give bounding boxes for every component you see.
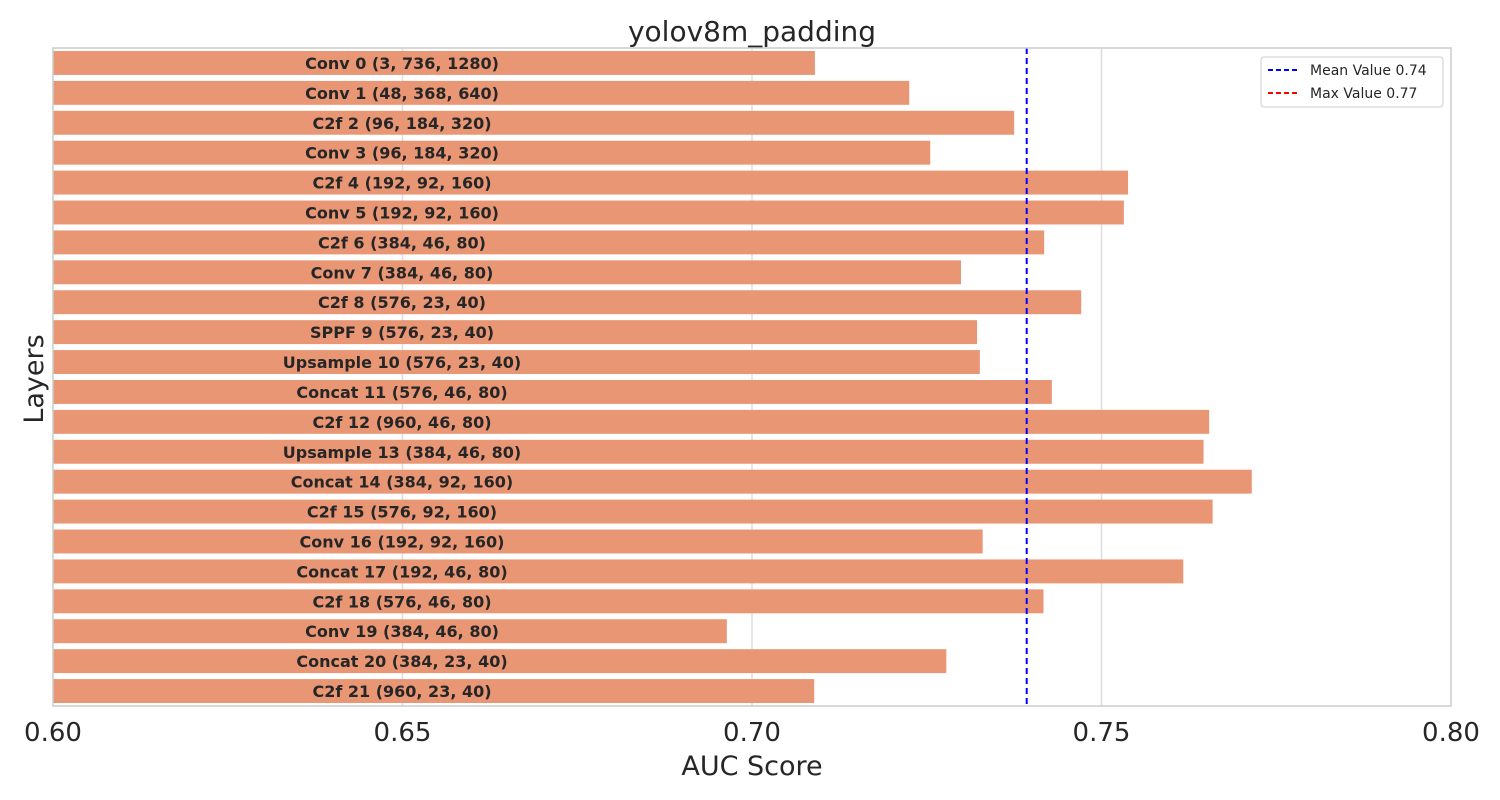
bar xyxy=(53,529,983,554)
plot-frame xyxy=(52,47,1452,707)
bar-label: C2f 12 (960, 46, 80) xyxy=(312,413,491,432)
bar-label: Concat 20 (384, 23, 40) xyxy=(296,652,507,671)
bar xyxy=(53,409,1210,434)
bar-label: C2f 2 (96, 184, 320) xyxy=(312,114,491,133)
bar xyxy=(53,170,1129,195)
bar xyxy=(53,260,962,285)
bar-label: Conv 19 (384, 46, 80) xyxy=(305,622,499,641)
bar xyxy=(53,649,947,674)
bar-label: SPPF 9 (576, 23, 40) xyxy=(310,323,494,342)
bar-label: Concat 11 (576, 46, 80) xyxy=(296,383,507,402)
bar-label: Upsample 10 (576, 23, 40) xyxy=(283,353,521,372)
bar xyxy=(53,439,1204,464)
bar xyxy=(53,619,727,644)
legend-box xyxy=(1260,56,1444,108)
bar-label: C2f 4 (192, 92, 160) xyxy=(312,174,491,193)
bar xyxy=(53,50,815,75)
bar xyxy=(53,559,1184,584)
legend-label: Max Value 0.77 xyxy=(1310,86,1417,102)
bar xyxy=(53,110,1015,135)
x-tick-label: 0.80 xyxy=(1422,718,1480,748)
x-tick-label: 0.75 xyxy=(1073,718,1131,748)
bar-label: C2f 15 (576, 92, 160) xyxy=(307,503,497,522)
bar xyxy=(53,230,1045,255)
bar-label: Conv 7 (384, 46, 80) xyxy=(311,263,494,282)
bar-label: Upsample 13 (384, 46, 80) xyxy=(283,443,521,462)
bar-label: C2f 8 (576, 23, 40) xyxy=(318,293,486,312)
bar-label: C2f 21 (960, 23, 40) xyxy=(312,682,491,701)
bar-label: C2f 6 (384, 46, 80) xyxy=(318,233,486,252)
bar xyxy=(53,469,1252,494)
bar xyxy=(53,379,1052,404)
chart-title: yolov8m_padding xyxy=(628,15,876,48)
bar xyxy=(53,350,980,375)
bar-label: Concat 17 (192, 46, 80) xyxy=(296,562,507,581)
x-tick-label: 0.70 xyxy=(723,718,781,748)
bar-label: Concat 14 (384, 92, 160) xyxy=(291,473,513,492)
bar-label: Conv 0 (3, 736, 1280) xyxy=(305,54,499,73)
bars: Conv 0 (3, 736, 1280) Conv 1 (48, 368, 64… xyxy=(53,50,1252,704)
y-axis-label: Layers xyxy=(19,334,50,423)
bar-label: Conv 5 (192, 92, 160) xyxy=(305,204,499,223)
bar xyxy=(53,80,910,105)
bar xyxy=(53,499,1213,524)
bar xyxy=(53,200,1124,225)
bar xyxy=(53,140,931,165)
legend: Mean Value 0.74 Max Value 0.77 xyxy=(1260,56,1444,108)
bar-label: Conv 16 (192, 92, 160) xyxy=(300,533,505,552)
bar xyxy=(53,679,815,704)
bar-label: C2f 18 (576, 46, 80) xyxy=(312,592,491,611)
bar-label: Conv 1 (48, 368, 640) xyxy=(305,84,499,103)
bar-label: Conv 3 (96, 184, 320) xyxy=(305,144,499,163)
x-axis-label: AUC Score xyxy=(681,751,822,782)
bar xyxy=(53,320,978,345)
bar xyxy=(53,589,1044,614)
x-tick-label: 0.65 xyxy=(374,718,432,748)
bar xyxy=(53,290,1082,315)
legend-label: Mean Value 0.74 xyxy=(1310,63,1427,79)
x-tick-labels: 0.60 0.65 0.70 0.75 0.80 xyxy=(24,718,1480,748)
x-tick-label: 0.60 xyxy=(24,718,82,748)
